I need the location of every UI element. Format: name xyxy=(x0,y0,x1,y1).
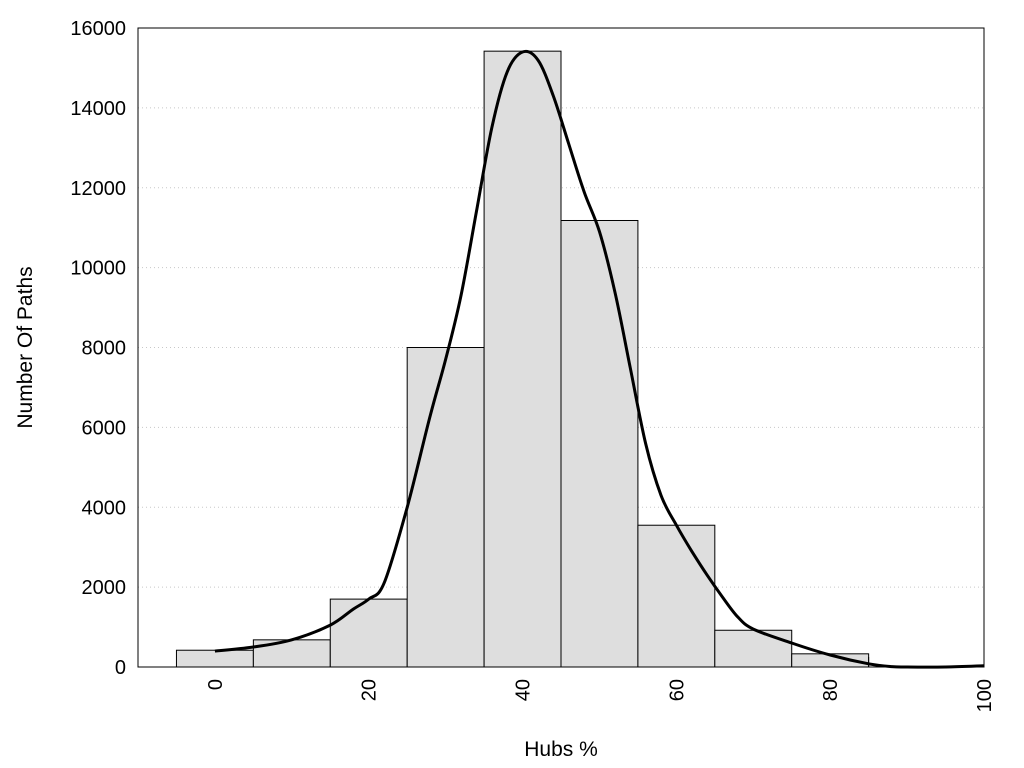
x-tick-label: 100 xyxy=(974,679,996,712)
x-axis-ticks: 0 20 40 60 80 100 xyxy=(205,679,996,712)
bar-0 xyxy=(175,649,254,668)
x-tick-label: 20 xyxy=(359,679,381,701)
y-tick-label: 12000 xyxy=(70,178,126,200)
x-tick-label: 60 xyxy=(666,679,688,701)
y-tick-label: 0 xyxy=(115,657,126,679)
bar-20 xyxy=(329,598,408,668)
x-tick-label: 0 xyxy=(205,679,227,690)
y-tick-label: 6000 xyxy=(82,417,127,439)
y-tick-label: 4000 xyxy=(82,497,127,519)
x-tick-label: 80 xyxy=(820,679,842,701)
bar-70 xyxy=(714,629,793,668)
y-tick-label: 10000 xyxy=(70,258,126,280)
y-tick-label: 8000 xyxy=(82,338,127,360)
x-tick-label: 40 xyxy=(513,679,535,701)
y-tick-label: 14000 xyxy=(70,98,126,120)
bar-30 xyxy=(406,347,485,668)
bar-60 xyxy=(637,524,716,668)
grid-lines xyxy=(138,107,984,588)
y-axis-ticks: 0 2000 4000 6000 8000 10000 12000 14000 16000 xyxy=(70,18,126,679)
y-tick-label: 2000 xyxy=(82,577,127,599)
y-axis-title: Number Of Paths xyxy=(14,266,37,428)
plot-frame xyxy=(137,27,985,668)
y-tick-label: 16000 xyxy=(70,18,126,40)
x-axis-title: Hubs % xyxy=(524,738,598,761)
bar-50 xyxy=(560,219,639,668)
bar-40 xyxy=(483,50,562,668)
density-curve xyxy=(214,49,985,669)
histogram-bars xyxy=(175,50,870,668)
